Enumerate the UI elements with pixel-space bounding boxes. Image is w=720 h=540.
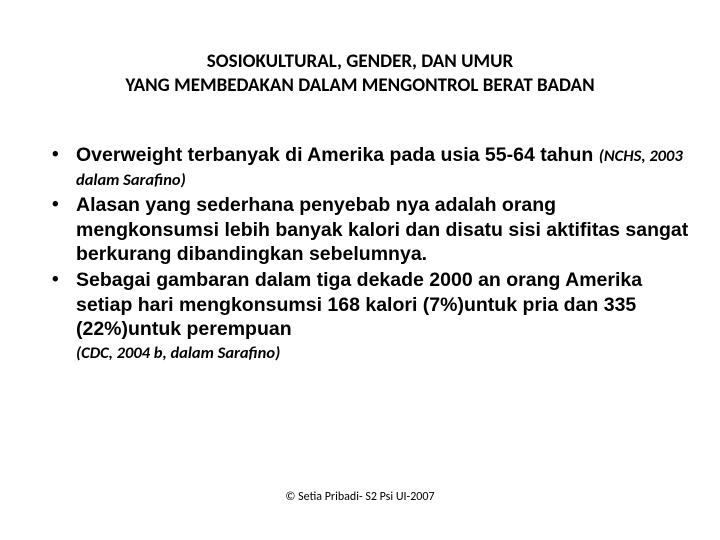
slide-title: SOSIOKULTURAL, GENDER, DAN UMUR YANG MEM… bbox=[30, 50, 690, 98]
bullet-text: Overweight terbanyak di Amerika pada usi… bbox=[76, 144, 599, 166]
slide-footer: © Setia Pribadi- S2 Psi UI-2007 bbox=[0, 490, 720, 504]
bullet-text: Alasan yang sederhana penyebab nya adala… bbox=[76, 194, 688, 265]
bullet-text: Sebagai gambaran dalam tiga dekade 2000 … bbox=[76, 269, 642, 340]
list-item: Alasan yang sederhana penyebab nya adala… bbox=[50, 193, 690, 266]
title-line-1: SOSIOKULTURAL, GENDER, DAN UMUR bbox=[90, 50, 630, 74]
citation-line: (CDC, 2004 b, dalam Sarafino) bbox=[76, 343, 690, 364]
title-line-2: YANG MEMBEDAKAN DALAM MENGONTROL BERAT B… bbox=[90, 74, 630, 98]
list-item: Sebagai gambaran dalam tiga dekade 2000 … bbox=[50, 268, 690, 363]
slide-container: SOSIOKULTURAL, GENDER, DAN UMUR YANG MEM… bbox=[0, 0, 720, 540]
list-item: Overweight terbanyak di Amerika pada usi… bbox=[50, 143, 690, 192]
bullet-list: Overweight terbanyak di Amerika pada usi… bbox=[30, 143, 690, 364]
